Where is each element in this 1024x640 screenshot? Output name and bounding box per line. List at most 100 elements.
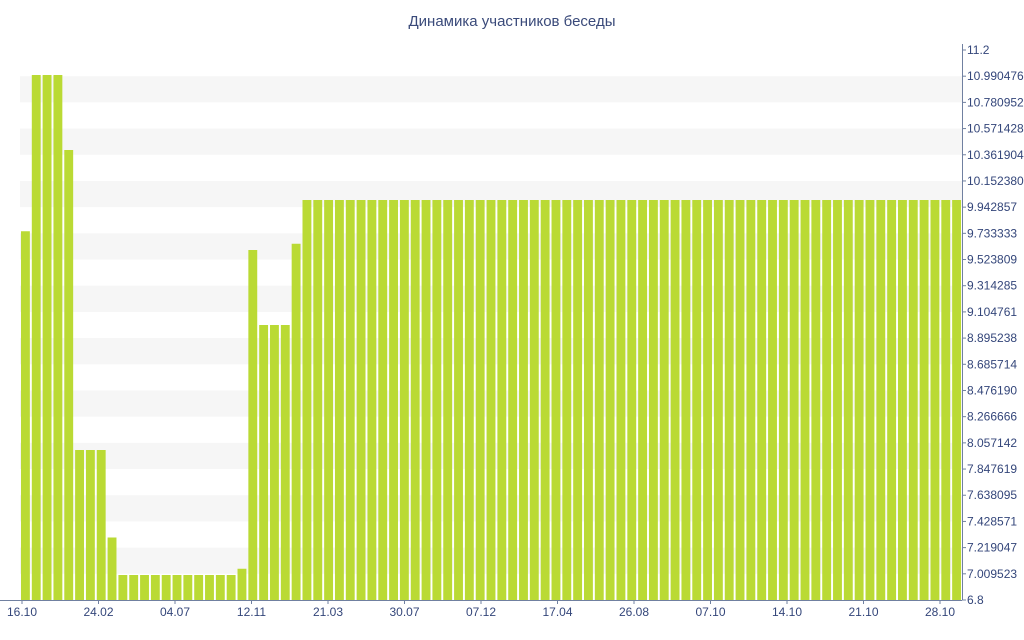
y-tick-label: 8.895238 bbox=[967, 331, 1017, 345]
bar bbox=[345, 200, 355, 600]
chart-title: Динамика участников беседы bbox=[408, 13, 616, 30]
x-tick-label: 14.10 bbox=[772, 605, 802, 619]
y-tick-label: 9.733333 bbox=[967, 226, 1017, 240]
bar bbox=[898, 200, 907, 600]
bar bbox=[703, 200, 712, 600]
x-tick-label: 24.02 bbox=[83, 605, 113, 619]
bar bbox=[421, 200, 431, 600]
x-tick-label: 07.12 bbox=[466, 605, 496, 619]
y-axis-ticks: 6.8 7.009523 7.219047 7.428571 7.638095 7.847… bbox=[962, 43, 1024, 607]
bar bbox=[356, 200, 366, 600]
y-tick-label: 8.476190 bbox=[967, 383, 1017, 397]
bar bbox=[746, 200, 756, 600]
bar bbox=[324, 200, 334, 600]
y-tick-label: 7.428571 bbox=[967, 514, 1017, 528]
bar bbox=[302, 200, 312, 600]
bar bbox=[681, 200, 691, 600]
x-tick-label: 16.10 bbox=[7, 605, 37, 619]
bar bbox=[85, 450, 95, 600]
bar bbox=[194, 575, 204, 600]
bar bbox=[843, 200, 853, 600]
y-tick-label: 10.780952 bbox=[967, 95, 1024, 109]
bar bbox=[659, 200, 669, 600]
bar bbox=[172, 575, 182, 600]
bar bbox=[833, 200, 842, 600]
bar bbox=[53, 75, 63, 600]
y-tick-label: 10.990476 bbox=[967, 69, 1024, 83]
bar bbox=[367, 200, 377, 600]
bar bbox=[107, 537, 117, 600]
bar bbox=[605, 200, 615, 600]
y-tick-label: 6.8 bbox=[967, 593, 984, 607]
bar bbox=[778, 200, 788, 600]
bar bbox=[865, 200, 875, 600]
bar bbox=[573, 200, 583, 600]
grid-band bbox=[20, 128, 962, 155]
bar bbox=[399, 200, 409, 600]
bar bbox=[800, 200, 810, 600]
bar bbox=[270, 325, 279, 600]
x-tick-label: 04.07 bbox=[160, 605, 190, 619]
bar bbox=[638, 200, 648, 600]
y-tick-label: 10.152380 bbox=[967, 174, 1024, 188]
bar bbox=[161, 575, 171, 600]
y-tick-label: 8.685714 bbox=[967, 357, 1017, 371]
bar bbox=[237, 568, 247, 600]
y-tick-label: 7.219047 bbox=[967, 541, 1017, 555]
y-tick-label: 10.361904 bbox=[967, 148, 1024, 162]
bar bbox=[811, 200, 821, 600]
bar bbox=[854, 200, 864, 600]
bar bbox=[724, 200, 734, 600]
bar bbox=[410, 200, 420, 600]
bar bbox=[150, 575, 160, 600]
bar bbox=[378, 200, 388, 600]
bar bbox=[519, 200, 528, 600]
bar bbox=[280, 325, 290, 600]
bar bbox=[118, 575, 128, 600]
x-tick-label: 28.10 bbox=[925, 605, 955, 619]
bar bbox=[291, 243, 301, 600]
bar bbox=[648, 200, 658, 600]
bar bbox=[20, 231, 30, 600]
x-tick-label: 17.04 bbox=[542, 605, 572, 619]
bar bbox=[31, 75, 41, 600]
bar bbox=[713, 200, 723, 600]
bar bbox=[486, 200, 496, 600]
bar bbox=[259, 325, 269, 600]
bar bbox=[334, 200, 344, 600]
bar bbox=[475, 200, 485, 600]
x-tick-label: 21.03 bbox=[313, 605, 343, 619]
bar bbox=[670, 200, 680, 600]
bar bbox=[594, 200, 604, 600]
y-tick-label: 8.057142 bbox=[967, 436, 1017, 450]
bar bbox=[508, 200, 518, 600]
bar bbox=[584, 200, 593, 600]
bar bbox=[226, 575, 236, 600]
bar bbox=[75, 450, 84, 600]
y-tick-label: 9.523809 bbox=[967, 253, 1017, 267]
grid-band bbox=[20, 76, 962, 103]
x-axis-ticks: 16.10 24.02 04.07 12.11 21.03 30.07 07.12 17.04… bbox=[7, 600, 955, 619]
x-tick-label: 12.11 bbox=[237, 605, 266, 619]
bar bbox=[930, 200, 940, 600]
bar bbox=[313, 200, 323, 600]
bar bbox=[876, 200, 886, 600]
bar bbox=[454, 200, 463, 600]
bar bbox=[789, 200, 799, 600]
bar bbox=[941, 200, 951, 600]
bar bbox=[616, 200, 626, 600]
bar bbox=[908, 200, 918, 600]
bar bbox=[919, 200, 929, 600]
bar bbox=[432, 200, 442, 600]
x-tick-label: 30.07 bbox=[389, 605, 419, 619]
bar-series bbox=[20, 75, 962, 600]
bar bbox=[96, 450, 106, 600]
y-tick-label: 9.942857 bbox=[967, 200, 1017, 214]
bar bbox=[497, 200, 507, 600]
bar bbox=[627, 200, 637, 600]
bar bbox=[757, 200, 767, 600]
bar bbox=[389, 200, 398, 600]
y-tick-label: 8.266666 bbox=[967, 410, 1017, 424]
